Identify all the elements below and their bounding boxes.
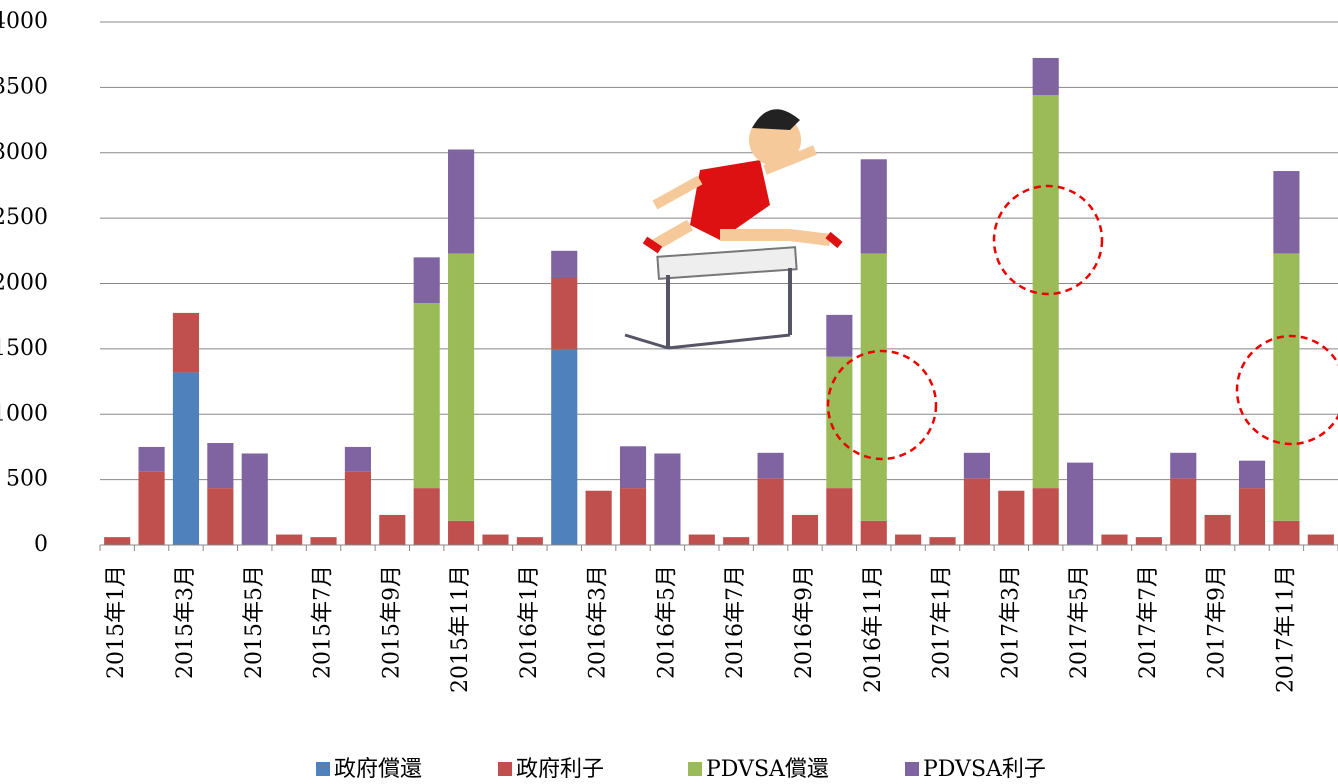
bar-segment	[1067, 463, 1093, 545]
bar-segment	[929, 537, 955, 545]
bar-segment	[654, 453, 680, 545]
x-tick-label: 2016年1月	[517, 565, 542, 679]
legend-swatch	[498, 762, 512, 776]
legend-label: PDVSA償還	[706, 757, 829, 782]
bar-segment	[895, 535, 921, 545]
x-tick-label: 2017年3月	[998, 565, 1023, 679]
bar-segment	[482, 535, 508, 545]
bar-segment	[551, 349, 577, 545]
bar-segment	[758, 453, 784, 478]
bar-segment	[1170, 478, 1196, 545]
x-tick-label: 2015年11月	[448, 565, 473, 693]
y-tick-label: 4000	[0, 9, 48, 34]
y-tick-label: 500	[6, 467, 48, 492]
bar-segment	[1136, 537, 1162, 545]
annotation-circles	[828, 186, 1338, 459]
bar-segment	[1308, 535, 1334, 545]
bar-segment	[964, 453, 990, 478]
bar-segment	[207, 443, 233, 488]
bar-segment	[345, 447, 371, 472]
bar-segment	[276, 535, 302, 545]
legend-label: 政府償還	[334, 757, 422, 782]
x-tick-label: 2015年5月	[242, 565, 267, 679]
bar-segment	[792, 515, 818, 545]
hurdle-illustration	[625, 109, 840, 348]
y-tick-label: 1000	[0, 401, 48, 426]
x-tick-label: 2017年11月	[1273, 565, 1298, 693]
x-tick-label: 2016年3月	[586, 565, 611, 679]
bar-segment	[379, 515, 405, 545]
bar-segment	[1170, 453, 1196, 478]
bar-segment	[310, 537, 336, 545]
bar-segment	[758, 478, 784, 545]
bar-segment	[723, 537, 749, 545]
bar-segment	[689, 535, 715, 545]
y-tick-label: 1500	[0, 336, 48, 361]
x-tick-label: 2017年7月	[1136, 565, 1161, 679]
bar-segment	[861, 521, 887, 545]
bar-segment	[998, 491, 1024, 545]
bar-segment	[551, 277, 577, 349]
y-tick-label: 3000	[0, 140, 48, 165]
legend-swatch	[316, 762, 330, 776]
bar-segment	[345, 472, 371, 545]
bar-segment	[448, 149, 474, 253]
x-tick-label: 2015年1月	[104, 565, 129, 679]
bar-segment	[1273, 521, 1299, 545]
bar-segment	[1239, 488, 1265, 545]
bar-segment	[414, 303, 440, 488]
y-tick-label: 0	[34, 532, 48, 557]
bar-segment	[551, 251, 577, 277]
x-tick-label: 2016年7月	[723, 565, 748, 679]
legend-label: 政府利子	[516, 757, 604, 782]
bar-segment	[139, 472, 165, 545]
chart: 0 500 1000 1500 2000 2500 3000 3500 4000 2015年1月 2…	[0, 0, 1338, 784]
bar-segment	[1033, 488, 1059, 545]
legend-swatch	[688, 762, 702, 776]
bar-segment	[1101, 535, 1127, 545]
bar-segment	[826, 357, 852, 488]
bar-segment	[242, 453, 268, 545]
y-tick-label: 2000	[0, 271, 48, 296]
bar-segment	[104, 537, 130, 545]
bar-segment	[826, 315, 852, 357]
bar-segment	[517, 537, 543, 545]
y-tick-label: 3500	[0, 74, 48, 99]
bar-segment	[414, 488, 440, 545]
x-tick-label: 2017年5月	[1067, 565, 1092, 679]
bar-segment	[1273, 253, 1299, 520]
bar-segment	[826, 488, 852, 545]
x-tick-label: 2016年11月	[861, 565, 886, 693]
x-tick-label: 2017年1月	[930, 565, 955, 679]
bar-segment	[207, 488, 233, 545]
legend-swatch	[905, 762, 919, 776]
x-tick-label: 2015年3月	[173, 565, 198, 679]
x-tick-label: 2016年9月	[792, 565, 817, 679]
bar-segment	[173, 372, 199, 545]
bar-segment	[414, 257, 440, 303]
bar-segment	[1239, 461, 1265, 488]
bar-segment	[620, 446, 646, 488]
bar-segment	[964, 478, 990, 545]
bar-segment	[1205, 515, 1231, 545]
bar-segment	[448, 253, 474, 520]
bar-segment	[861, 159, 887, 253]
bar-segment	[1273, 171, 1299, 253]
bar-segment	[620, 488, 646, 545]
legend-label: PDVSA利子	[923, 757, 1046, 782]
bar-segment	[448, 521, 474, 545]
bar-segment	[586, 491, 612, 545]
bar-segment	[173, 313, 199, 372]
x-tick-label: 2017年9月	[1205, 565, 1230, 679]
x-tick-label: 2015年7月	[311, 565, 336, 679]
bar-segment	[861, 253, 887, 520]
x-tick-label: 2016年5月	[654, 565, 679, 679]
x-tick-label: 2015年9月	[379, 565, 404, 679]
bar-segment	[1033, 58, 1059, 95]
y-tick-label: 2500	[0, 205, 48, 230]
bar-segment	[139, 447, 165, 472]
